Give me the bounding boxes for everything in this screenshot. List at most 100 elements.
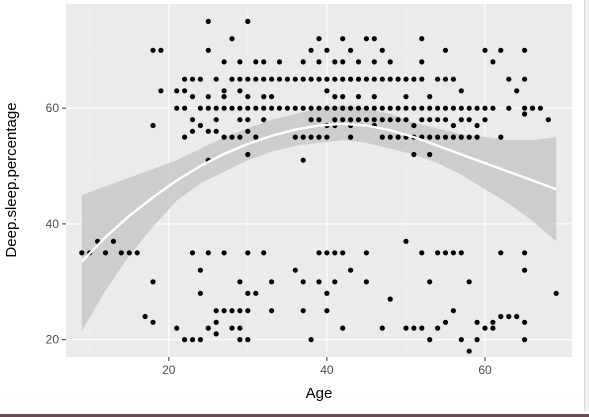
data-point (229, 325, 235, 331)
data-point (435, 105, 441, 111)
data-point (514, 313, 520, 320)
data-point (379, 117, 385, 123)
data-point (403, 117, 409, 123)
data-point (355, 94, 362, 100)
data-point (245, 105, 251, 111)
data-point (340, 117, 346, 123)
data-point (553, 290, 559, 296)
data-point (371, 117, 377, 123)
data-point (316, 250, 322, 256)
data-point (371, 105, 377, 111)
data-point (197, 105, 203, 111)
data-point (221, 105, 227, 111)
data-point (537, 105, 544, 111)
data-point (442, 250, 449, 256)
data-point (340, 76, 346, 82)
data-point (316, 76, 322, 82)
data-point (332, 250, 338, 256)
data-point (427, 279, 433, 285)
data-point (237, 76, 243, 82)
data-point (174, 105, 180, 111)
data-point (522, 76, 528, 82)
data-point (221, 59, 227, 65)
data-point (292, 76, 298, 82)
data-point (403, 76, 409, 82)
data-point (205, 250, 211, 256)
data-point (348, 105, 354, 111)
data-point (411, 105, 417, 111)
data-point (237, 279, 243, 285)
data-point (316, 105, 322, 111)
data-point (363, 279, 369, 285)
data-point (379, 134, 385, 140)
data-point (316, 59, 322, 65)
data-point (221, 94, 227, 100)
data-point (237, 59, 243, 65)
data-point (237, 88, 243, 94)
y-tick-label: 60 (46, 101, 60, 115)
data-point (245, 128, 251, 134)
data-point (403, 94, 409, 100)
data-point (522, 319, 528, 325)
data-point (150, 279, 156, 285)
data-point (466, 105, 472, 111)
data-point (237, 105, 243, 111)
data-point (458, 117, 464, 123)
data-point (300, 308, 306, 314)
y-tick-label: 40 (46, 217, 60, 231)
data-point (308, 76, 314, 82)
data-point (506, 76, 512, 82)
data-point (182, 105, 188, 111)
data-point (387, 76, 393, 82)
data-point (419, 325, 425, 331)
data-point (442, 76, 449, 82)
data-point (450, 308, 456, 314)
data-point (355, 59, 362, 65)
data-point (419, 105, 425, 111)
data-point (442, 134, 449, 140)
data-point (308, 47, 314, 53)
data-point (229, 105, 235, 111)
data-point (284, 76, 290, 82)
data-point (237, 134, 243, 140)
data-point (253, 59, 259, 65)
data-point (419, 36, 425, 42)
data-point (498, 250, 504, 256)
data-point (348, 47, 354, 53)
data-point (466, 117, 472, 123)
data-point (442, 117, 449, 123)
data-point (427, 94, 433, 100)
data-point (387, 296, 393, 302)
data-point (482, 47, 488, 53)
data-point (506, 313, 512, 320)
data-point (427, 117, 433, 123)
data-point (197, 122, 203, 129)
data-point (229, 36, 235, 42)
data-point (458, 88, 464, 94)
data-point (363, 36, 369, 42)
x-tick-label: 40 (320, 363, 334, 377)
data-point (379, 105, 385, 111)
data-point (474, 134, 480, 140)
data-point (442, 105, 449, 111)
data-point (466, 279, 472, 285)
data-point (490, 325, 496, 331)
data-point (126, 250, 132, 256)
data-point (522, 267, 528, 273)
data-point (427, 151, 433, 158)
data-point (269, 308, 275, 314)
data-point (419, 76, 425, 82)
data-point (269, 279, 275, 285)
data-point (213, 76, 219, 82)
data-point (308, 337, 314, 343)
data-point (182, 76, 188, 82)
data-point (514, 88, 520, 94)
data-point (245, 94, 251, 100)
data-point (213, 105, 219, 111)
data-points (79, 18, 559, 354)
data-point (332, 59, 338, 65)
y-axis-ticks: 20 40 60 (46, 101, 66, 347)
data-point (387, 105, 393, 111)
data-point (340, 94, 346, 100)
data-point (442, 319, 449, 325)
